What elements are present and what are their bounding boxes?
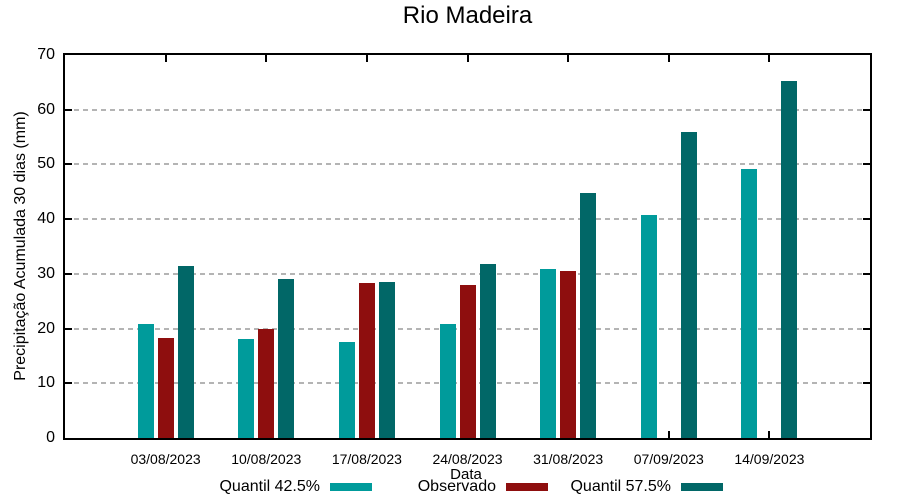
x-tick-mark — [265, 55, 267, 62]
y-tick-label-40: 40 — [37, 210, 55, 228]
x-tick-mark — [668, 55, 670, 62]
y-tick-mark — [65, 382, 72, 384]
bar-series0-cat1 — [238, 338, 254, 438]
legend-label-0: Quantil 42.5% — [219, 478, 320, 495]
x-tick-label-6: 14/09/2023 — [734, 451, 805, 467]
gridline-y30 — [65, 273, 870, 275]
y-tick-label-30: 30 — [37, 264, 55, 282]
bar-series2-cat1 — [278, 278, 294, 438]
x-tick-label-5: 07/09/2023 — [633, 451, 704, 467]
bar-series0-cat0 — [138, 323, 154, 438]
x-tick-label-0: 03/08/2023 — [130, 451, 201, 467]
y-tick-label-60: 60 — [37, 100, 55, 118]
gridline-y60 — [65, 109, 870, 111]
y-tick-mark — [863, 382, 870, 384]
x-tick-mark — [165, 55, 167, 62]
y-tick-label-10: 10 — [37, 374, 55, 392]
bar-series2-cat0 — [178, 265, 194, 438]
x-tick-mark — [768, 55, 770, 62]
legend-entry-0: Quantil 42.5% — [219, 477, 372, 497]
y-tick-mark — [863, 163, 870, 165]
x-tick-mark — [668, 431, 670, 438]
gridline-y50 — [65, 163, 870, 165]
y-tick-label-50: 50 — [37, 155, 55, 173]
y-tick-mark — [863, 328, 870, 330]
x-tick-mark — [366, 55, 368, 62]
legend-label-1: Observado — [417, 478, 496, 495]
y-tick-label-70: 70 — [37, 46, 55, 63]
x-tick-label-4: 31/08/2023 — [533, 451, 604, 467]
legend-label-2: Quantil 57.5% — [570, 478, 671, 495]
bar-series1-cat0 — [158, 338, 174, 438]
bar-series2-cat3 — [480, 264, 496, 438]
x-tick-mark — [567, 55, 569, 62]
bar-series1-cat1 — [258, 328, 274, 438]
legend-swatch-1 — [506, 483, 548, 491]
bar-series0-cat5 — [641, 214, 657, 438]
x-axis-title: Data — [450, 466, 482, 483]
bar-series2-cat2 — [379, 281, 395, 438]
y-tick-label-0: 0 — [46, 429, 55, 446]
bar-series1-cat2 — [359, 282, 375, 438]
y-tick-mark — [863, 218, 870, 220]
bar-series0-cat3 — [440, 324, 456, 438]
legend-entry-2: Quantil 57.5% — [570, 477, 723, 497]
bar-series2-cat5 — [681, 131, 697, 438]
bar-series0-cat6 — [741, 169, 757, 438]
legend-swatch-2 — [681, 483, 723, 491]
bar-series1-cat4 — [560, 271, 576, 438]
legend-swatch-0 — [330, 483, 372, 491]
bar-series2-cat6 — [781, 80, 797, 438]
bar-series0-cat4 — [540, 268, 556, 438]
y-tick-mark — [65, 273, 72, 275]
y-tick-mark — [863, 273, 870, 275]
x-tick-mark — [768, 431, 770, 438]
y-axis-title: Precipitação Acumulada 30 dias (mm) — [12, 111, 29, 381]
plot-area — [63, 53, 872, 440]
gridline-y40 — [65, 218, 870, 220]
chart-title: Rio Madeira — [402, 2, 533, 29]
x-tick-mark — [467, 55, 469, 62]
y-tick-mark — [65, 109, 72, 111]
y-tick-mark — [65, 163, 72, 165]
bar-series1-cat3 — [460, 284, 476, 438]
x-tick-label-3: 24/08/2023 — [432, 451, 503, 467]
y-tick-label-20: 20 — [37, 319, 55, 337]
x-tick-label-2: 17/08/2023 — [331, 451, 402, 467]
bar-series0-cat2 — [339, 342, 355, 438]
y-tick-mark — [65, 218, 72, 220]
y-tick-mark — [65, 328, 72, 330]
bar-series2-cat4 — [580, 193, 596, 438]
x-tick-label-1: 10/08/2023 — [231, 451, 302, 467]
y-tick-mark — [863, 109, 870, 111]
legend-entry-1: Observado — [418, 477, 548, 497]
